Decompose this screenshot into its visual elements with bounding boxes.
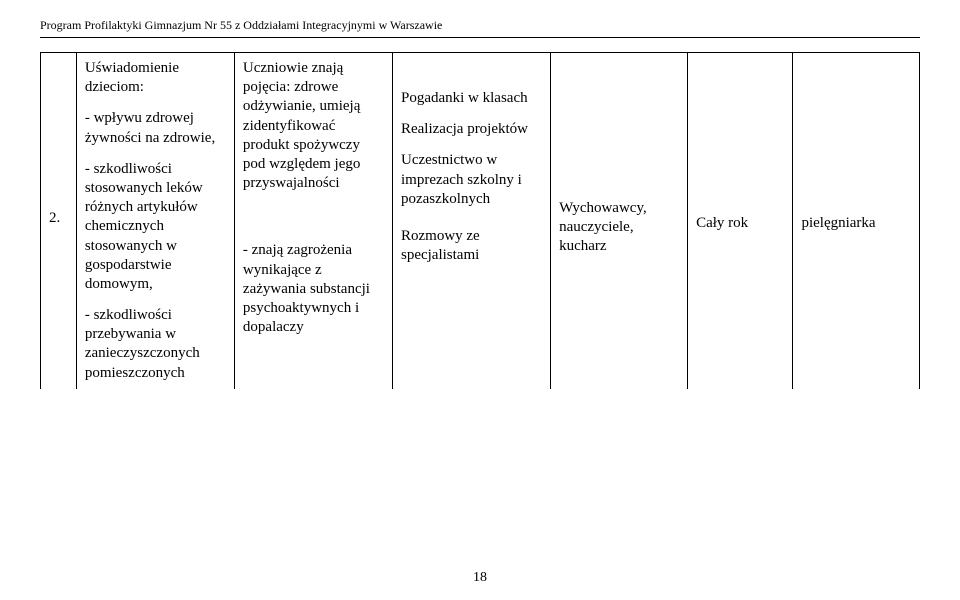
text: Wychowawcy, nauczyciele, kucharz [559,199,679,257]
text: - szkodliwości przebywania w zanieczyszc… [85,306,226,383]
text: Cały rok [696,214,784,233]
cell-outcomes: Uczniowie znają pojęcia: zdrowe odżywian… [234,53,392,389]
page-container: Program Profilaktyki Gimnazjum Nr 55 z O… [0,0,960,600]
text: pielęgniarka [801,214,911,233]
cell-topic: Uświadomienie dzieciom: - wpływu zdrowej… [76,53,234,389]
cell-collab: pielęgniarka [793,53,920,389]
text: Uświadomienie dzieciom: [85,59,226,97]
page-number: 18 [0,570,960,586]
text: Uczestnictwo w imprezach szkolny i pozas… [401,151,542,209]
curriculum-table: 2. Uświadomienie dzieciom: - wpływu zdro… [40,52,920,389]
text: Uczniowie znają pojęcia: zdrowe odżywian… [243,59,384,193]
header-divider [40,37,920,38]
text: Realizacja projektów [401,120,542,139]
text: Rozmowy ze specjalistami [401,227,542,265]
text: - wpływu zdrowej żywności na zdrowie, [85,109,226,147]
row-number: 2. [49,209,68,228]
cell-term: Cały rok [688,53,793,389]
table-row: 2. Uświadomienie dzieciom: - wpływu zdro… [41,53,920,389]
text: - szkodliwości stosowanych leków różnych… [85,160,226,294]
cell-methods: Pogadanki w klasach Realizacja projektów… [392,53,550,389]
cell-number: 2. [41,53,77,389]
page-header: Program Profilaktyki Gimnazjum Nr 55 z O… [40,18,920,33]
text: Pogadanki w klasach [401,89,542,108]
text: - znają zagrożenia wynikające z zażywani… [243,241,384,337]
cell-responsible: Wychowawcy, nauczyciele, kucharz [551,53,688,389]
